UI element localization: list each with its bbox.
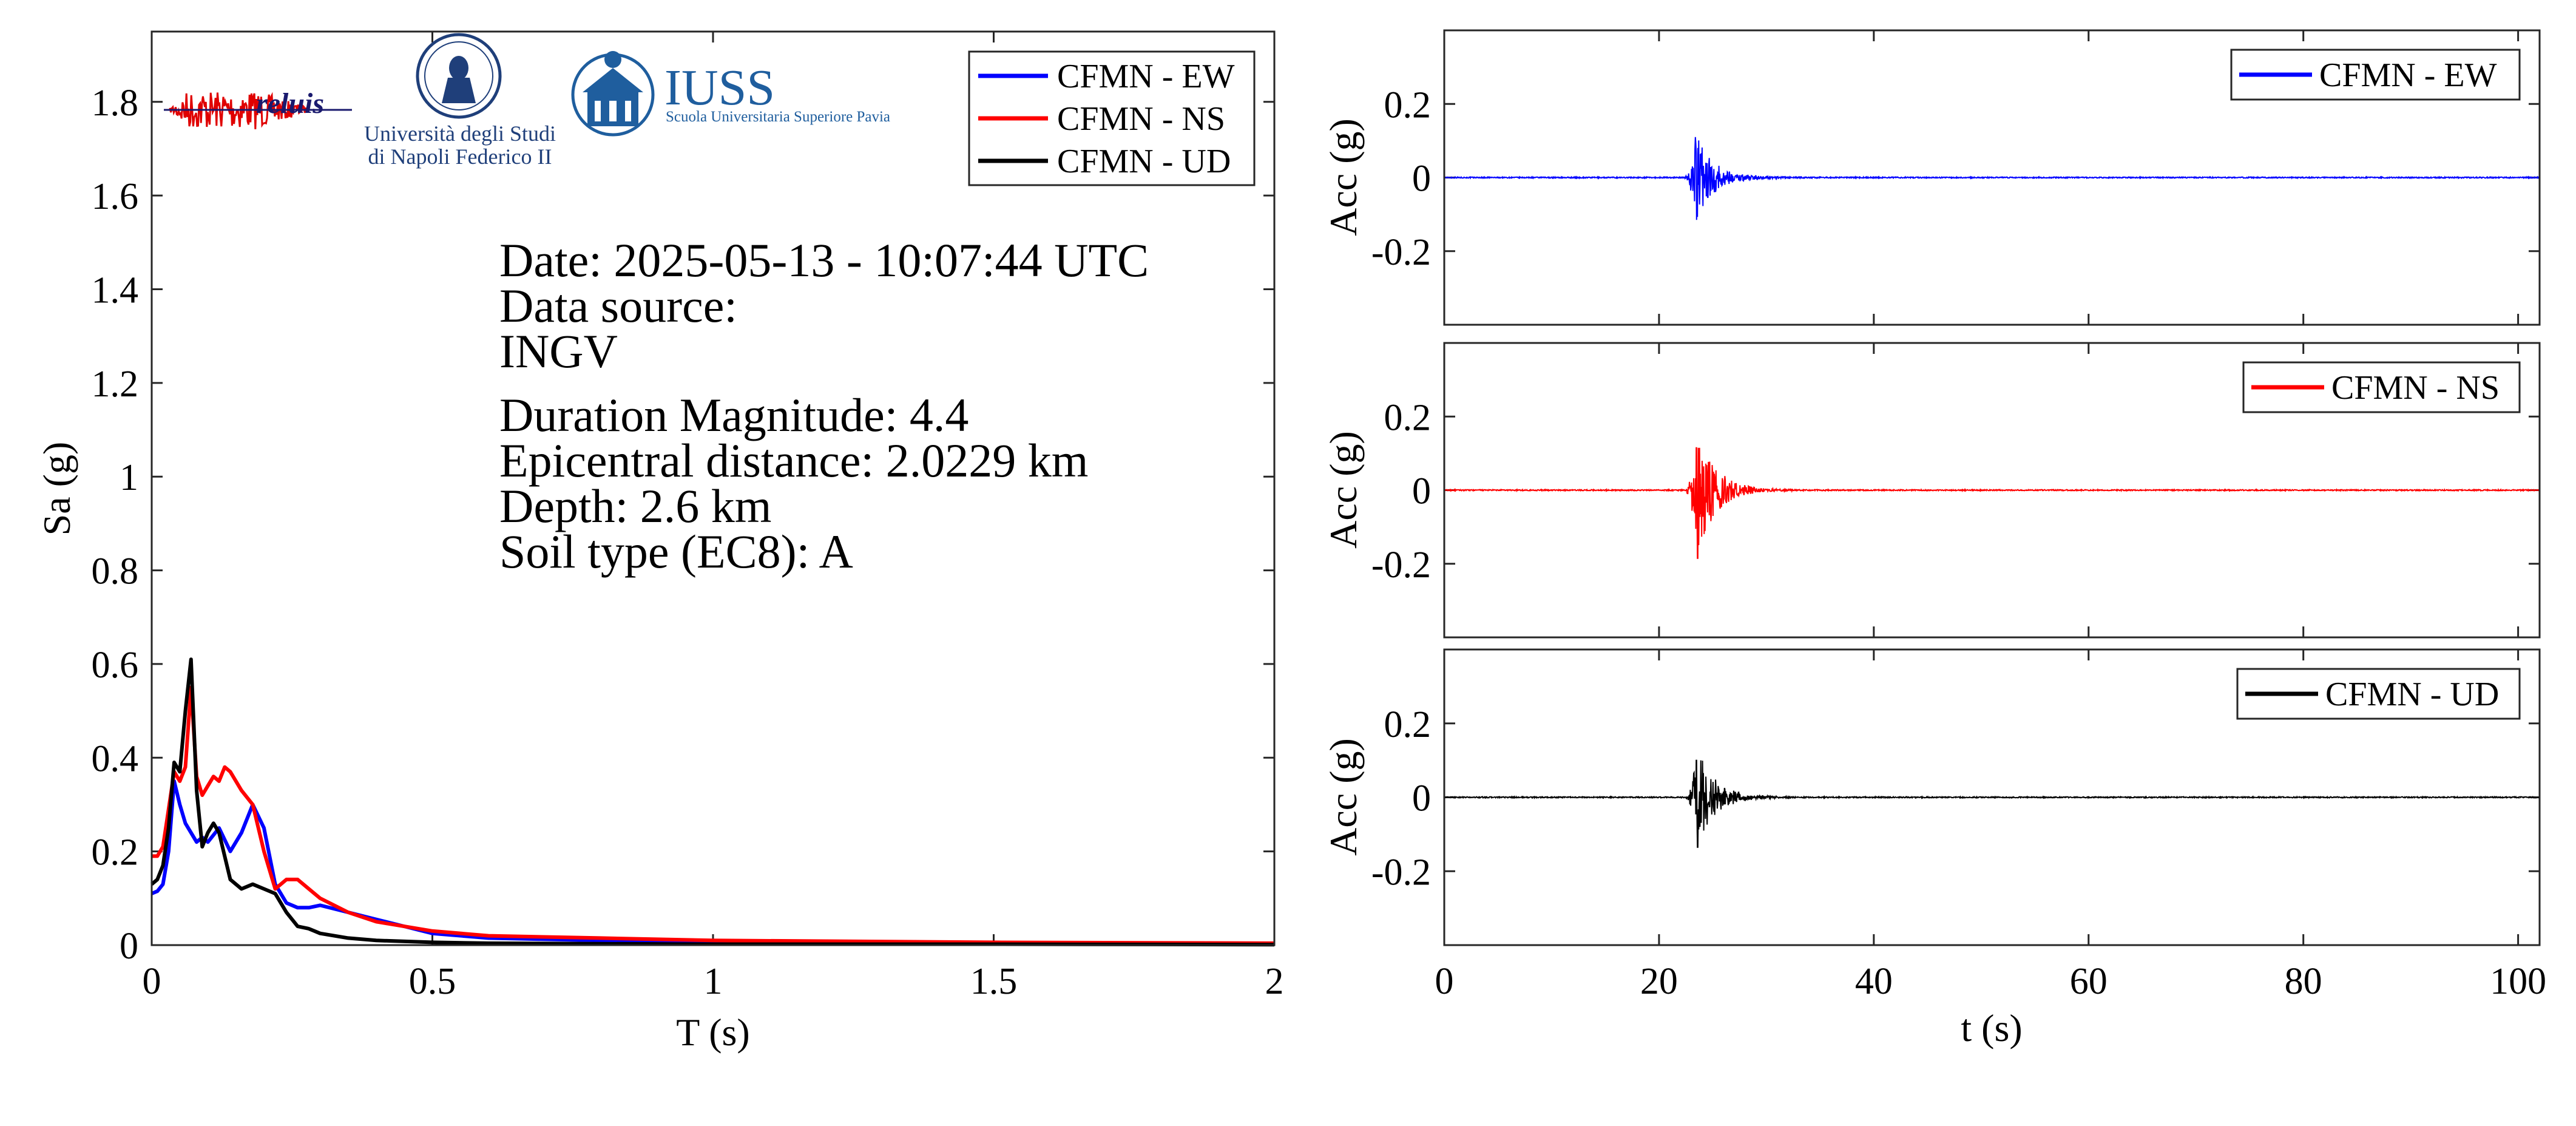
acc-ew-trace: [1444, 137, 2540, 220]
iuss-subtitle: Scuola Universitaria Superiore Pavia: [666, 109, 890, 125]
info-depth: Depth: 2.6 km: [499, 480, 771, 532]
acc-ud-legend-label: CFMN - UD: [2325, 676, 2499, 713]
spectrum-ytick-label: 0.6: [92, 645, 139, 686]
iuss-wordmark: IUSS: [664, 59, 775, 116]
spectrum-xtick-label: 0.5: [409, 961, 456, 1002]
university-seal-icon: [416, 33, 502, 119]
legend-label-ew: CFMN - EW: [1057, 58, 1235, 95]
spectrum-xtick-label: 0: [143, 961, 161, 1002]
iuss-building-icon: [571, 51, 655, 137]
acc-ytick-label: 0: [1412, 471, 1431, 512]
acc-ytick-label: 0.2: [1384, 84, 1432, 126]
spectrum-ytick-label: 1.8: [92, 83, 139, 124]
acc-panel-ew: -0.2 0 0.2 Acc (g) CFMN - EW: [1322, 29, 2541, 326]
acc-xtick-label: 60: [2070, 961, 2108, 1002]
unina-name-line2: di Napoli Federico II: [368, 144, 552, 169]
acc-ytick-label: -0.2: [1371, 544, 1431, 586]
spectrum-series: [150, 657, 1275, 947]
acc-xtick-label: 80: [2285, 961, 2322, 1002]
acc-ew-ticks: -0.2 0 0.2: [1371, 30, 2540, 325]
spectrum-line-ew: [150, 779, 1275, 946]
acc-ud-axes-box: [1443, 648, 2541, 946]
acc-ns-ticks: -0.2 0 0.2: [1371, 343, 2540, 637]
acc-ud-ylabel: Acc (g): [1322, 738, 1365, 856]
event-info: Date: 2025-05-13 - 10:07:44 UTC Data sou…: [499, 234, 1149, 578]
spectrum-xtick-label: 1.5: [970, 961, 1018, 1002]
unina-logo: Università degli Studi di Napoli Federic…: [364, 33, 556, 169]
acc-ytick-label: 0.2: [1384, 704, 1432, 745]
spectrum-ytick-label: 0.2: [92, 832, 139, 873]
acc-ns-trace: [1444, 447, 2540, 559]
acc-ytick-label: -0.2: [1371, 232, 1431, 273]
info-source-label: Data source:: [499, 279, 737, 332]
acc-panel-ns: -0.2 0 0.2 Acc (g) CFMN - NS: [1322, 342, 2541, 639]
spectrum-ytick-label: 1.2: [92, 364, 139, 405]
spectrum-axes-box: [150, 30, 1276, 946]
spectrum-ylabel: Sa (g): [35, 442, 78, 536]
spectrum-ytick-label: 0: [120, 926, 138, 967]
acc-ytick-label: 0.2: [1384, 397, 1432, 438]
reluis-wordmark: reluis: [256, 87, 324, 120]
spectrum-chart: 0 0.5 1 1.5 2 0 0.2 0.4 0.6 0.8 1 1.2 1.4 1.6 1.8 T (s…: [35, 30, 1284, 1054]
acc-ytick-label: -0.2: [1371, 852, 1431, 893]
spectrum-ytick-label: 1: [120, 457, 138, 498]
acc-ns-legend-label: CFMN - NS: [2331, 369, 2500, 407]
info-date: Date: 2025-05-13 - 10:07:44 UTC: [499, 234, 1149, 287]
acc-ew-legend-label: CFMN - EW: [2319, 56, 2497, 94]
spectrum-ytick-label: 0.4: [92, 738, 139, 779]
spectrum-ticks: 0 0.5 1 1.5 2 0 0.2 0.4 0.6 0.8 1 1.2 1.4 1.6 1.8: [92, 32, 1284, 1002]
acc-ud-trace: [1444, 759, 2540, 848]
acc-ns-ylabel: Acc (g): [1322, 431, 1365, 549]
spectrum-ytick-label: 1.6: [92, 176, 139, 217]
acc-ew-ylabel: Acc (g): [1322, 118, 1365, 236]
acc-xtick-label: 20: [1640, 961, 1678, 1002]
spectrum-line-ud: [150, 657, 1275, 947]
acc-ns-axes-box: [1443, 342, 2541, 639]
legend-label-ud: CFMN - UD: [1057, 143, 1231, 180]
acc-xtick-label: 100: [2490, 961, 2546, 1002]
spectrum-xtick-label: 1: [704, 961, 723, 1002]
info-distance: Epicentral distance: 2.0229 km: [499, 434, 1088, 487]
iuss-logo: IUSS Scuola Universitaria Superiore Pavi…: [571, 51, 890, 137]
spectrum-ytick-label: 0.8: [92, 551, 139, 592]
acc-ytick-label: 0: [1412, 778, 1431, 819]
acc-ew-axes-box: [1443, 29, 2541, 326]
unina-name-line1: Università degli Studi: [364, 121, 556, 146]
info-soil: Soil type (EC8): A: [499, 525, 853, 578]
spectrum-xlabel: T (s): [676, 1011, 749, 1054]
spectrum-line-ns: [152, 685, 1275, 945]
spectrum-legend: CFMN - EW CFMN - NS CFMN - UD: [968, 50, 1256, 186]
info-magnitude: Duration Magnitude: 4.4: [499, 388, 969, 441]
acc-xtick-label: 0: [1435, 961, 1454, 1002]
acc-xtick-label: 40: [1855, 961, 1893, 1002]
spectrum-xtick-label: 2: [1265, 961, 1284, 1002]
acc-ytick-label: 0: [1412, 158, 1431, 200]
reluis-logo: reluis: [164, 87, 352, 129]
acc-panel-ud: -0.2 0 0.2 0 20 40 60 80 100 Acc (g) CFMN - UD t…: [1322, 648, 2546, 1050]
legend-label-ns: CFMN - NS: [1057, 100, 1225, 138]
spectrum-ytick-label: 1.4: [92, 270, 139, 311]
info-source: INGV: [499, 325, 618, 378]
acc-xlabel: t (s): [1961, 1006, 2022, 1050]
